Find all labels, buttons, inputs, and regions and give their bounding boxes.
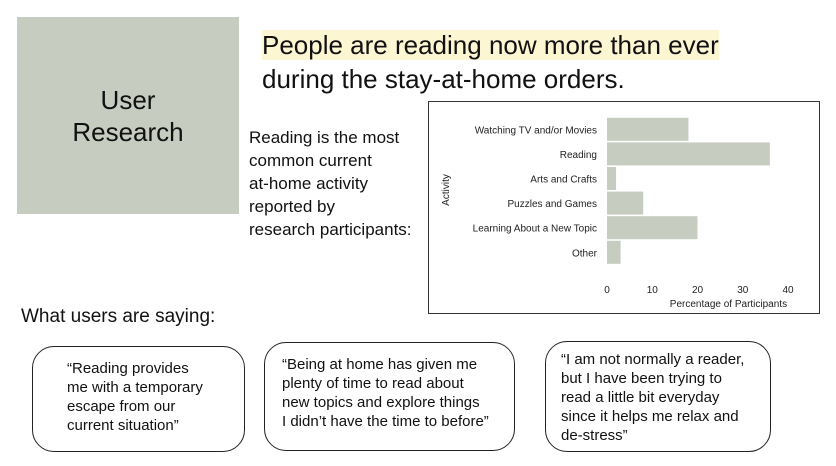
quote-line: I didn’t have the time to before” [282,413,489,430]
quote-line: de-stress” [561,427,628,444]
category-label: Learning About a New Topic [473,224,597,235]
headline: People are reading now more than ever du… [262,28,782,96]
quote-line: “Being at home has given me [282,356,478,373]
quote-bubble-1: “Reading provides me with a temporary es… [32,346,245,452]
quote-line: current situation” [67,417,179,434]
bar [607,216,698,240]
quote-bubble-3: “I am not normally a reader, but I have … [545,341,771,452]
x-tick-label: 10 [647,285,659,296]
headline-line-1: People are reading now more than ever [262,30,719,60]
quote-line: me with a temporary [67,379,203,396]
quote-line: but I have been trying to [561,370,722,387]
quote-line: “I am not normally a reader, [561,351,745,368]
bar [607,240,621,264]
category-label: Puzzles and Games [508,199,598,210]
title-line-2: Research [72,116,184,147]
summary-line: Reading is the most [249,128,400,147]
quote-bubble-2: “Being at home has given me plenty of ti… [264,342,515,451]
title-line-1: User [100,84,156,115]
x-axis-label: Percentage of Participants [670,299,787,310]
summary-line: reported by [249,197,335,216]
x-tick-label: 20 [692,285,704,296]
category-label: Reading [560,150,597,161]
summary-line: at-home activity [249,174,369,193]
quote-line: plenty of time to read about [282,375,464,392]
quote-line: read a little bit everyday [561,389,720,406]
x-tick-label: 30 [737,285,749,296]
y-axis-label: Activity [441,174,452,206]
category-label: Arts and Crafts [530,175,597,186]
chart-svg: Watching TV and/or Movies Reading Arts and… [441,117,794,310]
quote-line: escape from our [67,398,176,415]
bar [607,142,770,166]
headline-line-2: during the stay-at-home orders. [262,64,625,94]
bar [607,191,644,215]
quote-line: “Reading provides [67,360,189,377]
summary-line: common current [249,151,372,170]
section-label: What users are saying: [21,306,216,327]
bar [607,167,617,190]
x-tick-label: 40 [782,285,794,296]
activity-chart: Watching TV and/or Movies Reading Arts and… [428,101,820,314]
summary-text: Reading is the most common current at-ho… [249,126,429,241]
bar [607,117,689,141]
x-tick-label: 0 [604,285,610,296]
category-label: Other [572,248,598,259]
quote-line: new topics and explore things [282,394,480,411]
summary-line: research participants: [249,220,412,239]
quote-line: since it helps me relax and [561,408,739,425]
category-label: Watching TV and/or Movies [475,125,597,136]
title-box: User Research [17,17,239,214]
